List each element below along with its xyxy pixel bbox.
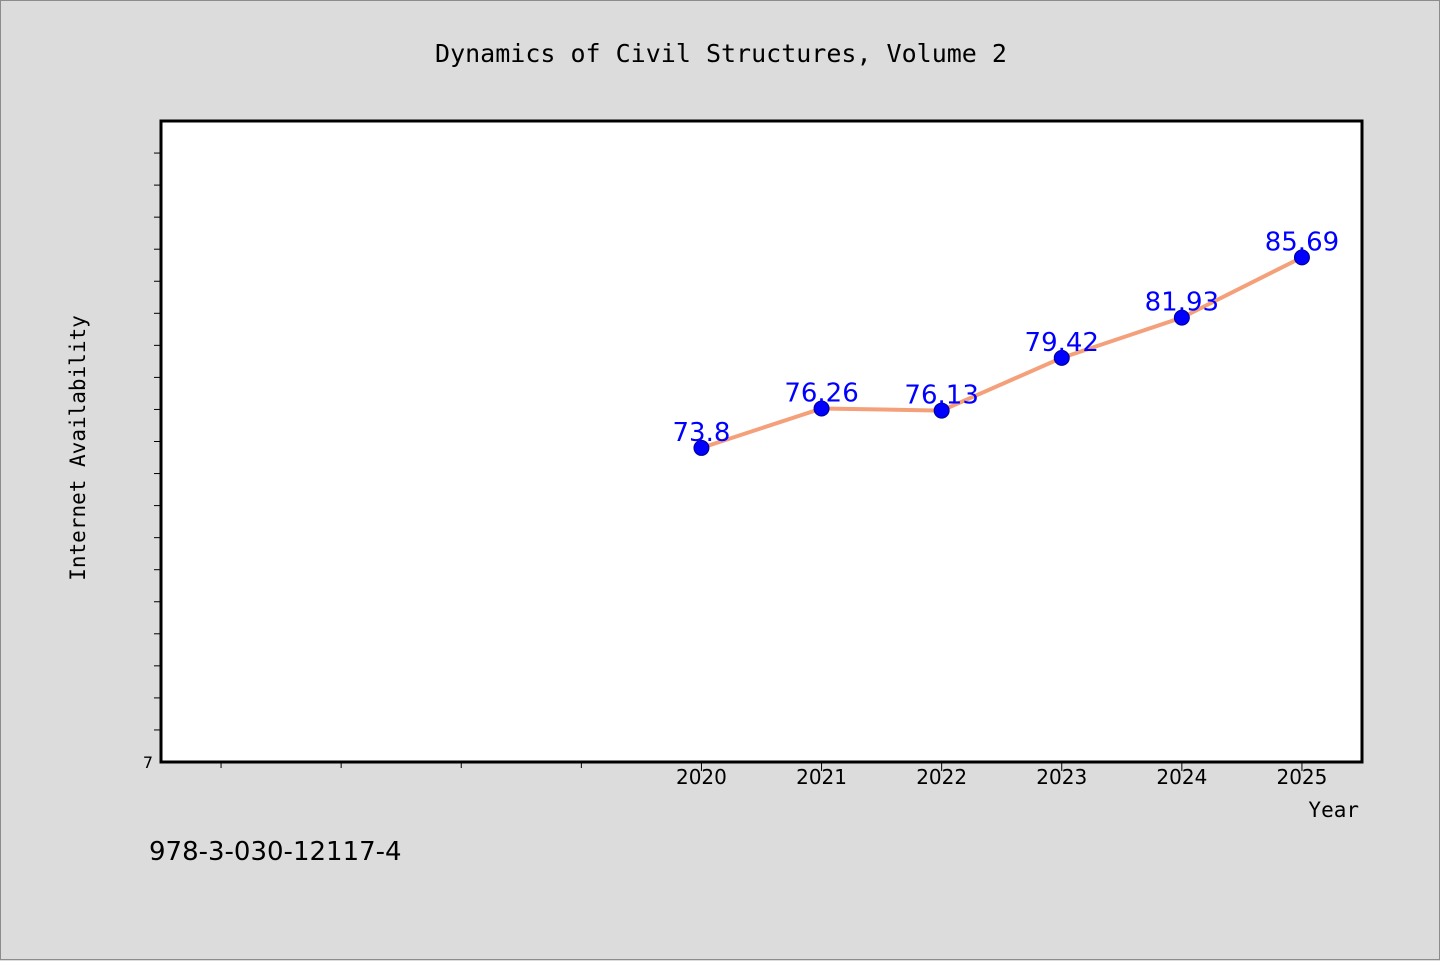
isbn-text: 978-3-030-12117-4 <box>149 837 402 867</box>
x-tick-label: 2023 <box>1036 765 1087 789</box>
y-axis-ticks <box>154 152 161 731</box>
y-tick-label: 7 <box>143 753 153 772</box>
data-label: 79.42 <box>1025 328 1099 358</box>
chart-title: Dynamics of Civil Structures, Volume 2 <box>435 39 1007 68</box>
data-label: 81.93 <box>1145 288 1219 318</box>
data-point <box>693 439 710 456</box>
x-tick-label: 2024 <box>1156 765 1207 789</box>
x-tick-label: 2021 <box>796 765 847 789</box>
data-label: 85.69 <box>1265 227 1339 257</box>
data-label: 76.13 <box>904 381 978 411</box>
x-axis-label: Year <box>1308 798 1359 822</box>
data-point <box>1173 309 1190 326</box>
x-axis-ticks: 2020 2021 2022 2023 2024 2025 <box>220 762 1327 789</box>
data-point <box>1053 349 1070 366</box>
data-point <box>1293 249 1310 266</box>
data-points <box>693 249 1310 456</box>
x-tick-label: 2025 <box>1276 765 1327 789</box>
data-point <box>933 402 950 419</box>
series-line <box>699 255 1304 450</box>
data-label: 73.8 <box>673 418 731 448</box>
data-point <box>813 400 830 417</box>
data-label: 76.26 <box>784 378 858 408</box>
x-tick-label: 2020 <box>676 765 727 789</box>
plot-area <box>159 119 1364 764</box>
y-axis-label: Internet Availability <box>66 315 90 581</box>
data-labels: 73.8 76.26 76.13 79.42 81.93 85.69 <box>673 227 1340 448</box>
x-tick-label: 2022 <box>916 765 967 789</box>
